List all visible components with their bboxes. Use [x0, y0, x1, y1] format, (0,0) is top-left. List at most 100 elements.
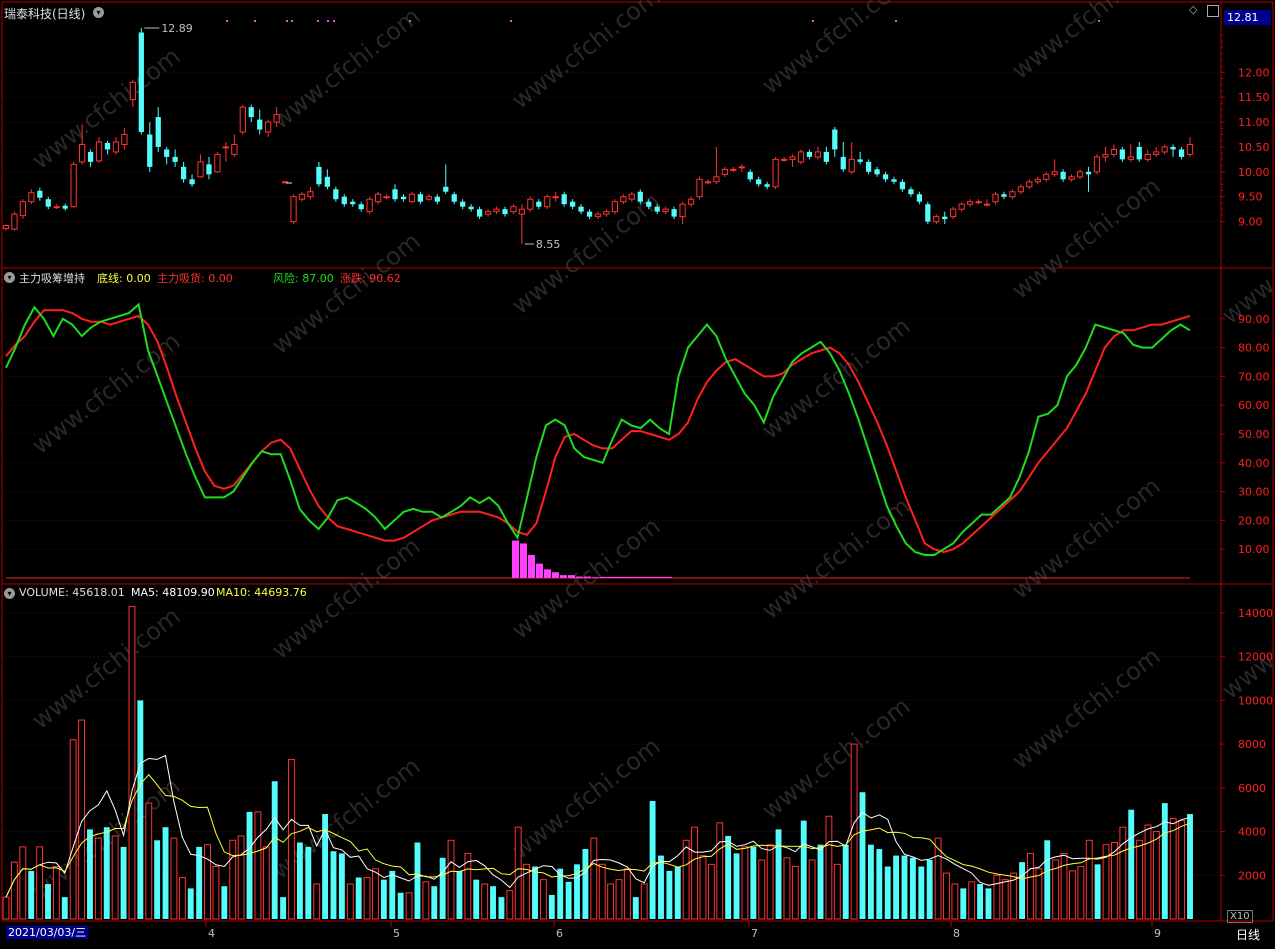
- volume-bar-up: [616, 880, 622, 919]
- volume-bar-up: [95, 838, 101, 919]
- candle-body-down: [1086, 172, 1091, 174]
- volume-bar-down: [431, 886, 437, 919]
- volume-bar-up: [1061, 853, 1067, 919]
- watermark-text: www.cfchi.com: [1006, 642, 1165, 775]
- candle-body-down: [841, 157, 846, 169]
- chevron-down-icon[interactable]: ▾: [4, 272, 15, 283]
- watermark-text: www.cfchi.com: [1006, 172, 1165, 305]
- candle-body-up: [959, 204, 964, 209]
- volume-bar-down: [801, 821, 807, 919]
- candle-body-down: [173, 157, 178, 162]
- volume-bar-down: [1128, 810, 1134, 919]
- volume-bar-up: [373, 869, 379, 919]
- chevron-down-icon[interactable]: ▾: [4, 588, 15, 599]
- volume-bar-up: [171, 838, 177, 919]
- volume-bar-down: [977, 884, 983, 919]
- chevron-down-icon[interactable]: ▾: [93, 7, 104, 18]
- volume-tick-label: 2000: [1238, 869, 1266, 882]
- volume-bar-up: [834, 864, 840, 919]
- volume-bar-down: [885, 867, 891, 919]
- indicator-name: 主力吸筹增持: [19, 270, 85, 286]
- volume-bar-down: [440, 858, 446, 919]
- indicator-tick-label: 60.00: [1238, 399, 1270, 412]
- zhangdie-value: 90.62: [369, 272, 401, 285]
- zhangdie-line: [6, 310, 1190, 552]
- date-cursor: 2021/03/03/三: [6, 926, 88, 939]
- candle-body-up: [629, 194, 634, 199]
- signal-dot: [254, 20, 256, 22]
- signal-dot: [510, 20, 512, 22]
- volume-bar-down: [566, 882, 572, 919]
- volume-bar-down: [582, 849, 588, 919]
- signal-dot: [327, 20, 329, 22]
- candle-body-up: [790, 157, 795, 159]
- candle-body-up: [781, 159, 786, 160]
- volume-bar-up: [423, 882, 429, 919]
- watermark-text: www.cfchi.com: [1216, 572, 1275, 705]
- volume-bar-down: [1095, 864, 1101, 919]
- watermark-text: www.cfchi.com: [26, 42, 185, 175]
- candle-body-up: [976, 202, 981, 203]
- candle-body-up: [122, 135, 127, 145]
- volume-bar-up: [826, 816, 832, 919]
- candle-body-up: [1035, 179, 1040, 181]
- candle-body-down: [249, 107, 254, 117]
- candle-body-up: [71, 164, 76, 206]
- candle-body-down: [671, 209, 676, 216]
- candle-body-up: [519, 209, 524, 214]
- volume-bar-up: [624, 869, 630, 919]
- volume-bar-up: [314, 884, 320, 919]
- xishou-bar: [568, 575, 575, 578]
- candle-body-down: [891, 179, 896, 181]
- volume-bar-up: [683, 840, 689, 919]
- watermark-text: www.cfchi.com: [266, 227, 425, 360]
- candle-body-up: [384, 197, 389, 198]
- volume-bar-up: [146, 803, 152, 919]
- candle-body-down: [88, 152, 93, 162]
- volume-bar-down: [196, 847, 202, 919]
- volume-bar-up: [1153, 832, 1159, 919]
- volume-bar-up: [238, 836, 244, 919]
- volume-bar-up: [809, 860, 815, 919]
- volume-bar-down: [986, 888, 992, 919]
- period-label[interactable]: 日线: [1236, 926, 1260, 943]
- volume-tick-label: 4000: [1238, 826, 1266, 839]
- candle-body-up: [232, 144, 237, 154]
- candle-body-down: [536, 202, 541, 207]
- candle-body-down: [765, 184, 770, 186]
- ma10-value: 44693.76: [254, 586, 307, 599]
- candle-body-up: [198, 162, 203, 177]
- candle-body-down: [443, 187, 448, 192]
- candle-body-down: [1120, 149, 1125, 159]
- low-marker-label: 8.55: [536, 238, 561, 251]
- candle-body-down: [1170, 147, 1175, 149]
- volume-bar-down: [490, 886, 496, 919]
- candle-body-up: [1145, 154, 1150, 159]
- candle-body-up: [511, 207, 516, 212]
- panel-toggle-icon[interactable]: [1207, 5, 1219, 17]
- candle-body-up: [409, 194, 414, 201]
- volume-bar-down: [927, 860, 933, 919]
- candle-body-down: [147, 135, 152, 167]
- candle-body-up: [545, 197, 550, 207]
- volume-bar-up: [944, 873, 950, 919]
- signal-dot: [333, 20, 335, 22]
- candle-body-up: [1094, 157, 1099, 172]
- volume-bar-down: [280, 897, 286, 919]
- candle-body-down: [562, 194, 567, 204]
- watermark-text: www.cfchi.com: [26, 327, 185, 460]
- candle-body-down: [105, 143, 110, 149]
- diamond-icon[interactable]: ◇: [1189, 3, 1197, 16]
- volume-bar-up: [515, 827, 521, 919]
- signal-dot: [286, 20, 288, 22]
- candle-body-up: [1187, 144, 1192, 154]
- candle-body-down: [748, 172, 753, 179]
- volume-bar-down: [87, 829, 93, 919]
- candle-body-down: [824, 152, 829, 162]
- candle-body-up: [113, 142, 118, 152]
- volume-bar-up: [599, 864, 605, 919]
- candle-body-up: [79, 144, 84, 161]
- volume-bar-down: [389, 871, 395, 919]
- volume-bar-up: [263, 847, 269, 919]
